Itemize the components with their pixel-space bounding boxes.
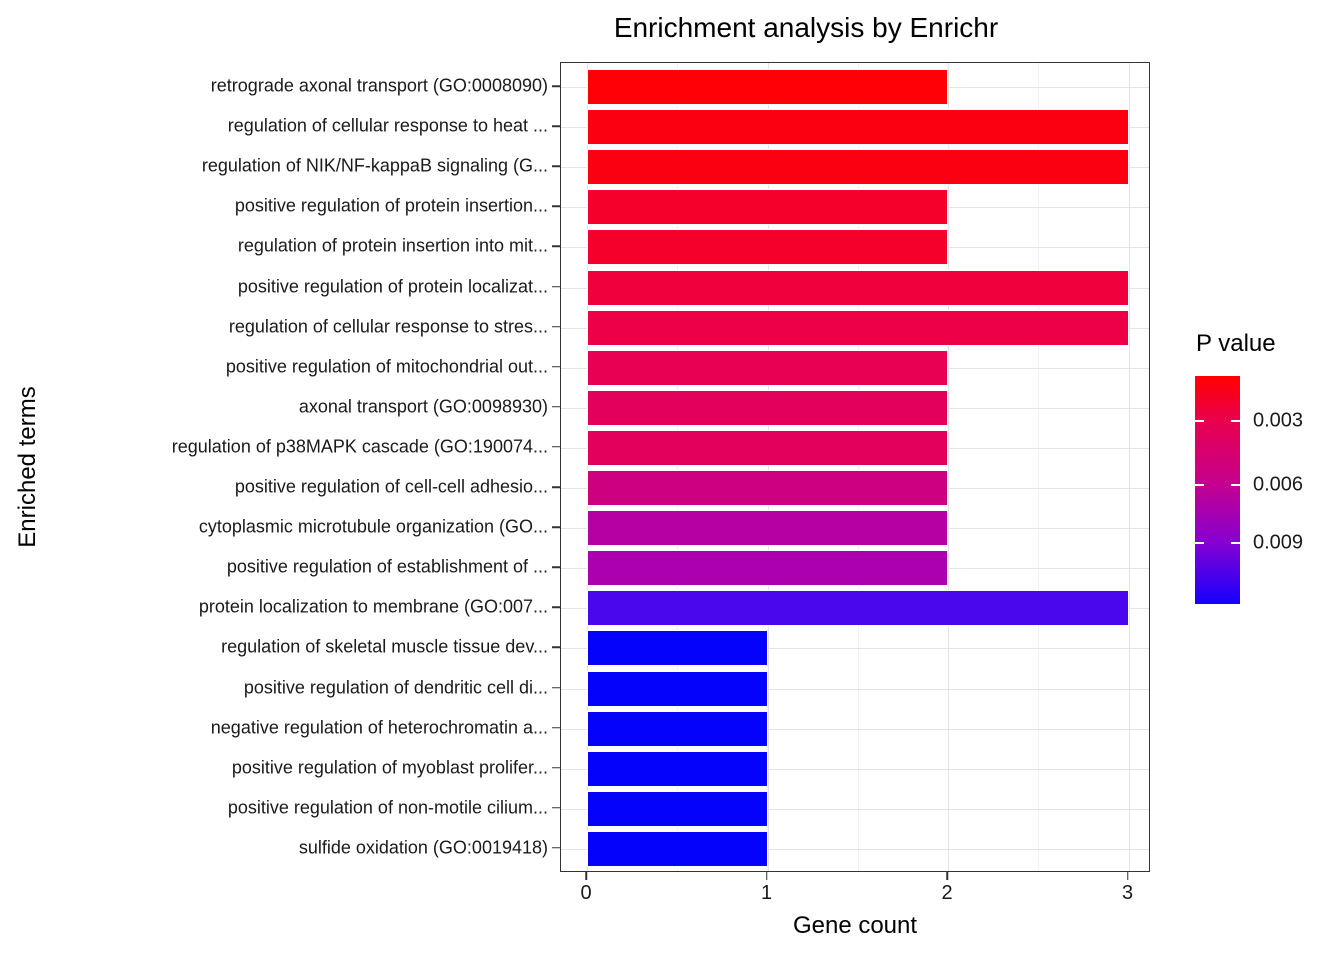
gridline-major-horizontal [561, 728, 1149, 730]
gridline-major-horizontal [561, 648, 1149, 650]
bar [587, 750, 768, 787]
x-axis-tick [585, 872, 587, 880]
gridline-major-horizontal [561, 688, 1149, 690]
y-axis-label: regulation of NIK/NF-kappaB signaling (G… [201, 155, 548, 176]
y-axis-label: axonal transport (GO:0098930) [298, 396, 548, 417]
legend-tick-label: 0.006 [1253, 473, 1304, 496]
x-axis-tick [1126, 872, 1129, 880]
y-axis-tick [552, 446, 560, 448]
y-axis-tick [552, 847, 560, 849]
legend-tick-notch [1231, 419, 1240, 422]
y-axis-tick [552, 366, 560, 368]
legend-colorbar [1195, 376, 1240, 604]
y-axis-label: positive regulation of myoblast prolifer… [231, 757, 548, 778]
x-axis-tick-label: 3 [1121, 882, 1134, 904]
y-axis-tick [552, 606, 560, 609]
plot-panel [560, 62, 1150, 872]
bar [587, 269, 1129, 306]
gridline-major-horizontal [561, 808, 1149, 810]
bar [587, 790, 768, 827]
y-axis-label: positive regulation of establishment of … [226, 556, 548, 577]
bar [587, 429, 948, 466]
y-axis-label: retrograde axonal transport (GO:0008090) [210, 75, 548, 96]
gridline-major-vertical [948, 63, 949, 871]
y-axis-label: positive regulation of protein localizat… [237, 276, 548, 297]
x-axis-title: Gene count [792, 912, 918, 939]
y-axis-label: positive regulation of non-motile cilium… [227, 797, 548, 818]
y-axis-label: regulation of protein insertion into mit… [237, 235, 548, 256]
bar [587, 830, 768, 867]
y-axis-tick [552, 205, 560, 208]
y-axis-tick [552, 646, 560, 649]
y-axis-tick [552, 406, 560, 408]
bar [587, 710, 768, 747]
y-axis-label: regulation of p38MAPK cascade (GO:190074… [171, 436, 548, 457]
bar [587, 229, 948, 266]
bar [587, 389, 948, 426]
gridline-major-horizontal [561, 848, 1149, 850]
bar [587, 69, 948, 106]
y-axis-tick [552, 526, 560, 528]
y-axis-tick [552, 85, 560, 87]
chart-title: Enrichment analysis by Enrichr [613, 12, 999, 43]
gridline-major-vertical [1128, 63, 1130, 871]
gridline-minor-vertical [1038, 63, 1040, 871]
y-axis-label: regulation of skeletal muscle tissue dev… [221, 636, 548, 657]
bar [587, 590, 1129, 627]
y-axis-label: regulation of cellular response to heat … [227, 115, 548, 136]
y-axis-label: positive regulation of dendritic cell di… [243, 677, 548, 698]
bar [587, 309, 1129, 346]
x-axis-tick [946, 872, 948, 880]
y-axis-tick [552, 726, 560, 729]
bar [587, 510, 948, 547]
legend-tick-notch [1231, 542, 1240, 545]
y-axis-label: positive regulation of mitochondrial out… [225, 356, 548, 377]
gridline-minor-vertical [857, 63, 859, 871]
bar [587, 349, 948, 386]
y-axis-tick [552, 566, 560, 568]
y-axis-label: regulation of cellular response to stres… [228, 316, 548, 337]
y-axis-label: positive regulation of cell-cell adhesio… [234, 476, 548, 497]
legend-title: P value [1196, 330, 1276, 357]
y-axis-tick [552, 766, 560, 769]
y-axis-tick [552, 486, 560, 488]
bar [587, 109, 1129, 146]
x-axis-tick [765, 872, 768, 880]
bar [587, 470, 948, 507]
y-axis-tick [552, 165, 560, 167]
y-axis-label: sulfide oxidation (GO:0019418) [298, 837, 548, 858]
y-axis-tick [552, 325, 560, 328]
gridline-major-vertical [767, 63, 769, 871]
legend-tick-notch [1195, 483, 1204, 486]
y-axis-tick [552, 285, 560, 288]
gridline-major-horizontal [561, 768, 1149, 770]
bar [587, 630, 768, 667]
legend-tick-notch [1231, 483, 1240, 486]
y-axis-tick [552, 807, 560, 809]
y-axis-title: Enriched terms [14, 386, 41, 548]
gridline-major-vertical [587, 63, 588, 871]
y-axis-tick [552, 686, 560, 689]
x-axis-tick-label: 1 [760, 882, 773, 904]
legend-tick-label: 0.009 [1253, 531, 1304, 554]
y-axis-label: protein localization to membrane (GO:007… [198, 596, 548, 617]
legend-tick-notch [1195, 542, 1204, 545]
x-axis-tick-label: 2 [941, 882, 953, 904]
bar [587, 149, 1129, 186]
y-axis-label: cytoplasmic microtubule organization (GO… [198, 516, 548, 537]
x-axis-tick-label: 0 [580, 882, 592, 904]
legend-tick-notch [1195, 419, 1204, 422]
bar [587, 550, 948, 587]
gridline-minor-vertical [677, 63, 679, 871]
bar [587, 189, 948, 226]
legend-tick-label: 0.003 [1253, 409, 1304, 432]
bar [587, 670, 768, 707]
y-axis-label: negative regulation of heterochromatin a… [210, 717, 548, 738]
y-axis-tick [552, 245, 560, 248]
y-axis-tick [552, 125, 560, 127]
y-axis-label: positive regulation of protein insertion… [234, 195, 548, 216]
